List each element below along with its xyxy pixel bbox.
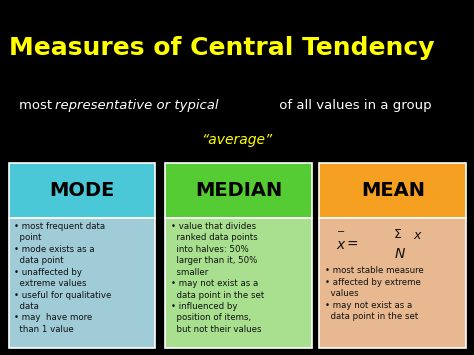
Text: “average”: “average” [201, 133, 273, 147]
Text: • most stable measure
• affected by extreme
  values
• may not exist as a
  data: • most stable measure • affected by extr… [325, 266, 424, 321]
Text: of all values in a group: of all values in a group [275, 99, 431, 113]
Text: −: − [337, 227, 345, 237]
Text: • most frequent data
  point
• mode exists as a
  data point
• unaffected by
  e: • most frequent data point • mode exists… [14, 222, 111, 334]
Text: representative or typical: representative or typical [55, 99, 218, 113]
Text: Measures of Central Tendency: Measures of Central Tendency [9, 36, 435, 60]
Text: =: = [347, 238, 358, 252]
Text: most: most [19, 99, 56, 113]
Text: x: x [413, 229, 420, 242]
Text: MODE: MODE [49, 181, 115, 200]
Text: MEDIAN: MEDIAN [195, 181, 282, 200]
Text: MEAN: MEAN [361, 181, 425, 200]
Text: N: N [395, 247, 405, 261]
Text: • value that divides
  ranked data points
  into halves: 50%
  larger than it, 5: • value that divides ranked data points … [171, 222, 264, 334]
Text: x: x [337, 238, 345, 252]
Text: Σ: Σ [394, 228, 401, 241]
